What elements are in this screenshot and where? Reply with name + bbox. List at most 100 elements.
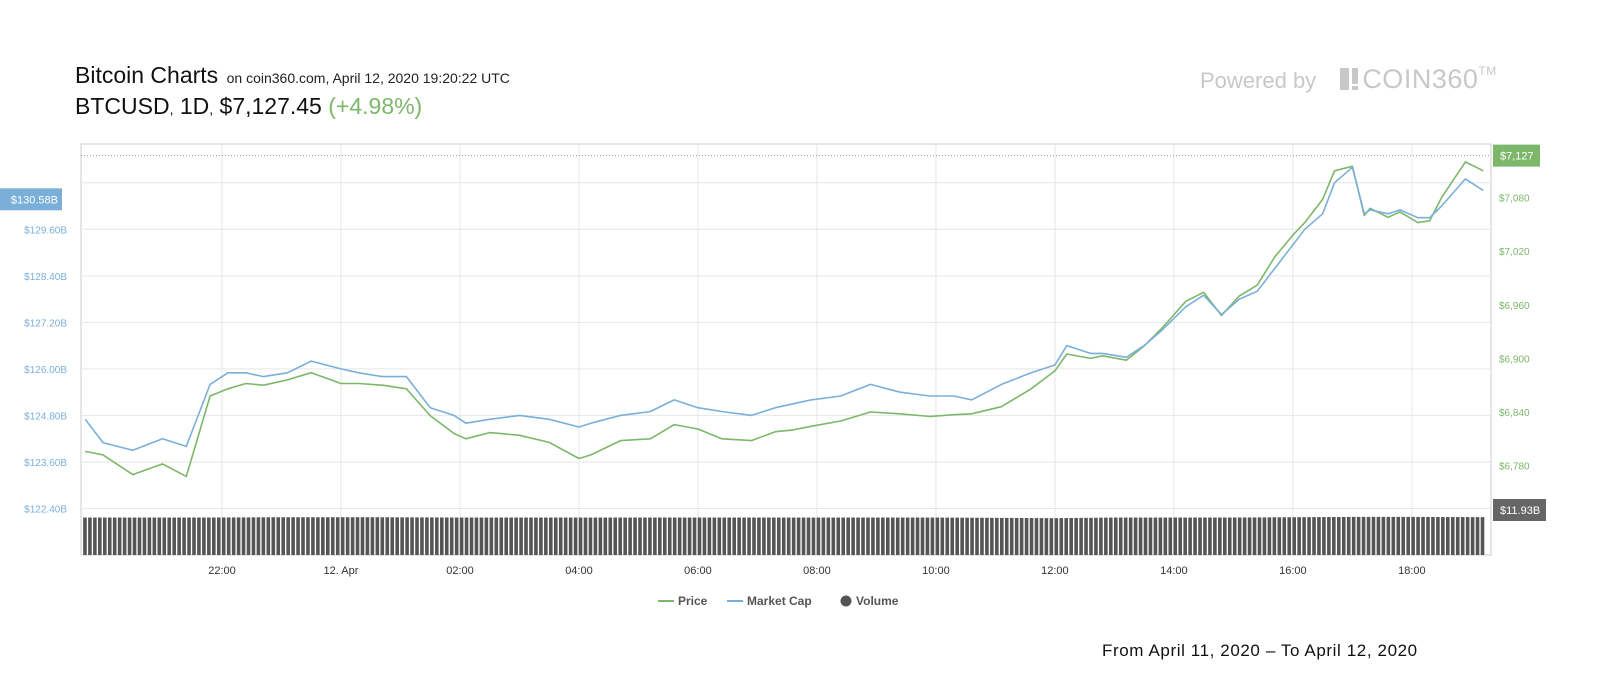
volume-bar — [499, 517, 504, 555]
volume-bar — [801, 517, 806, 555]
volume-bar — [549, 517, 553, 555]
market-cap-line[interactable] — [84, 166, 1484, 452]
left-axis-label: $129.60B — [24, 225, 67, 236]
volume-bar — [1332, 517, 1336, 555]
coin360-logo-tm: TM — [1478, 64, 1497, 78]
volume-bar — [514, 517, 518, 555]
volume-bar — [648, 517, 652, 555]
volume-bar — [375, 517, 380, 555]
volume-bar — [544, 517, 548, 555]
volume-bar — [88, 517, 92, 555]
volume-bar — [856, 517, 860, 555]
volume-bar — [1312, 517, 1316, 555]
volume-bar — [578, 517, 583, 555]
chart-legend[interactable]: Price Market Cap Volume — [658, 594, 899, 608]
volume-bar — [1213, 517, 1217, 555]
legend-price[interactable]: Price — [658, 594, 708, 608]
volume-bar — [162, 517, 167, 555]
powered-by[interactable]: Powered by COIN360TM — [1200, 64, 1497, 95]
left-axis-label: $126.00B — [24, 365, 67, 376]
chart-title: Bitcoin Charts — [75, 62, 219, 88]
volume-bar — [1327, 517, 1331, 555]
volume-bar — [286, 517, 290, 555]
volume-bar — [107, 517, 112, 555]
volume-bar — [1004, 517, 1009, 555]
volume-bar — [291, 517, 295, 555]
volume-bar — [935, 517, 940, 555]
chart-subtitle: on coin360.com, April 12, 2020 19:20:22 … — [226, 70, 510, 86]
volume-bar — [1208, 517, 1212, 555]
volume-bar — [692, 517, 697, 555]
volume-bar — [1381, 516, 1386, 555]
x-tick-label: 02:00 — [446, 565, 474, 577]
x-tick-label: 12. Apr — [324, 565, 359, 577]
volume-bar — [1371, 516, 1376, 555]
volume-bar — [722, 517, 727, 555]
volume-bar — [430, 517, 434, 555]
chart-badges: $130.58B $7,127 $11.93B — [0, 144, 1546, 521]
volume-bar — [330, 517, 335, 555]
right-axis-label: $7,080 — [1499, 194, 1530, 205]
volume-bar — [970, 517, 974, 555]
chart-axes: 22:00 12. Apr 02:00 04:00 06:00 08:00 10:00 12:… — [24, 194, 1530, 577]
volume-bar — [776, 517, 781, 555]
coin360-logo[interactable]: COIN360TM — [1340, 64, 1496, 94]
interval-label: 1D — [179, 93, 210, 119]
price-chart[interactable]: 22:00 12. Apr 02:00 04:00 06:00 08:00 10:00 12:… — [0, 0, 1600, 630]
volume-bar — [1277, 517, 1282, 555]
volume-bar — [677, 517, 682, 555]
volume-bar — [439, 517, 444, 555]
volume-bar — [762, 517, 766, 555]
volume-bar — [1242, 517, 1247, 555]
legend-market-cap[interactable]: Market Cap — [727, 594, 812, 608]
volume-bar — [940, 517, 945, 555]
volume-bar — [999, 517, 1004, 555]
volume-bar — [960, 517, 964, 555]
volume-bar — [707, 517, 712, 555]
volume-bar — [484, 517, 489, 555]
legend-price-label: Price — [678, 594, 708, 608]
chart-header: Bitcoin Charts on coin360.com, April 12,… — [75, 62, 510, 120]
volume-bar — [1109, 517, 1113, 555]
volume-bar — [1064, 518, 1069, 555]
volume-bar — [1223, 517, 1227, 555]
price-line[interactable] — [85, 161, 1484, 478]
volume-bar — [98, 517, 102, 555]
volume-bar — [529, 517, 533, 555]
pair-label: BTCUSD — [75, 93, 170, 119]
quote-line: BTCUSD, 1D, $7,127.45 (+4.98%) — [75, 93, 423, 119]
volume-bar — [534, 517, 538, 555]
volume-bar — [1168, 517, 1173, 555]
volume-bar — [226, 517, 231, 555]
change-label: (+4.98%) — [328, 93, 423, 119]
volume-bar — [311, 517, 315, 555]
volume-bar — [1356, 516, 1361, 555]
volume-bar — [1317, 517, 1321, 555]
volume-bar — [444, 517, 449, 555]
volume-bar — [1252, 517, 1257, 555]
right-axis-label: $6,780 — [1499, 462, 1530, 473]
volume-bar — [469, 517, 474, 555]
volume-bar — [410, 517, 414, 555]
volume-bar — [861, 517, 865, 555]
volume-bar — [895, 517, 900, 555]
volume-bar — [1069, 517, 1073, 555]
volume-bar — [1391, 516, 1396, 555]
volume-bar — [355, 517, 360, 555]
legend-volume[interactable]: Volume — [840, 594, 899, 608]
volume-bar — [172, 517, 176, 555]
volume-bar — [1074, 517, 1078, 555]
volume-bar — [504, 517, 509, 555]
volume-bar — [1237, 517, 1242, 555]
volume-bar — [1366, 516, 1371, 555]
volume-bar — [1336, 516, 1341, 555]
volume-bar — [306, 517, 310, 555]
x-tick-label: 12:00 — [1041, 565, 1069, 577]
volume-bar — [573, 517, 578, 555]
volume-bar — [1411, 516, 1415, 555]
volume-bar — [568, 517, 573, 555]
volume-bar — [167, 517, 172, 555]
volume-bar — [1193, 517, 1197, 555]
volume-bar — [553, 517, 558, 555]
x-tick-label: 10:00 — [922, 565, 950, 577]
